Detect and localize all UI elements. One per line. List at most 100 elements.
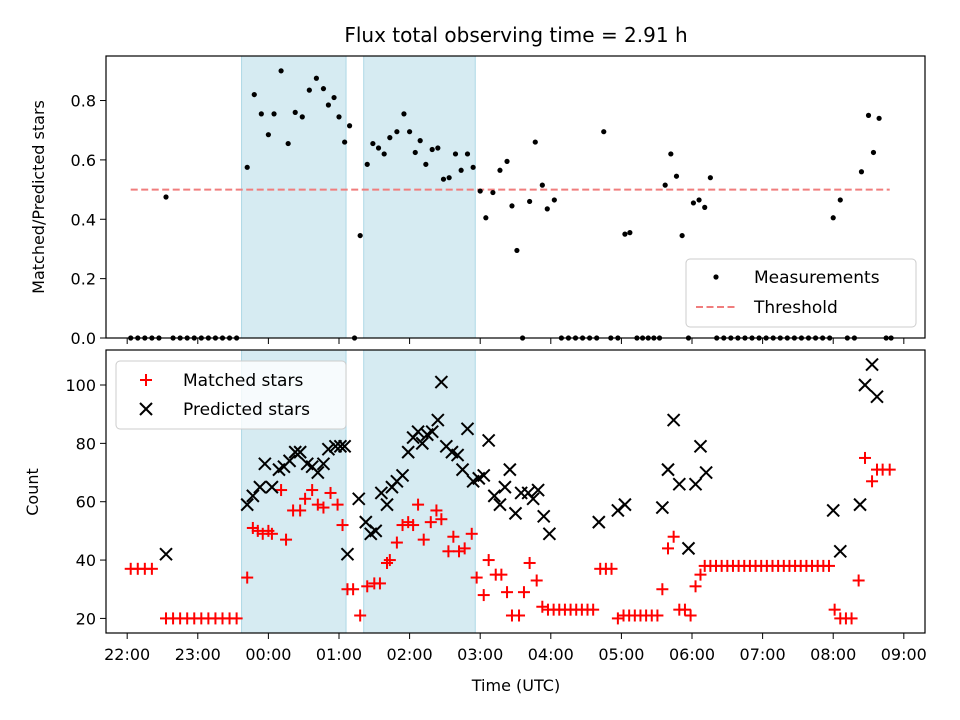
matched-star-point: [465, 527, 478, 540]
predicted-star-point: [340, 547, 355, 561]
measurement-point: [381, 151, 387, 157]
matched-star-point: [605, 562, 618, 575]
predicted-star-point: [542, 527, 557, 541]
matched-star-point: [447, 530, 460, 543]
predicted-star-point: [661, 462, 675, 477]
matched-stars-legend-label: Matched stars: [183, 371, 303, 391]
bottom-x-tick-label: 07:00: [740, 645, 786, 664]
threshold-legend-label: Threshold: [753, 298, 838, 318]
measurement-point: [509, 203, 515, 209]
measurement-point: [858, 169, 865, 175]
matched-star-point: [265, 527, 278, 540]
predicted-star-point: [853, 497, 867, 512]
bottom-x-tick-label: 23:00: [175, 645, 221, 664]
bottom-y-tick-label: 60: [76, 493, 96, 512]
matched-star-point: [396, 519, 409, 532]
measurement-point: [394, 129, 400, 135]
bottom-y-tick-label: 100: [65, 376, 96, 395]
predicted-star-point: [508, 506, 523, 521]
predicted-star-point: [333, 439, 348, 453]
predicted-star-point: [282, 454, 297, 468]
top-panel-y-axis: 0.0 0.2 0.4 0.6 0.8: [71, 92, 106, 348]
predicted-star-point: [526, 492, 540, 506]
measurement-point: [668, 151, 674, 157]
matched-star-point: [324, 486, 337, 499]
measurement-point: [527, 198, 533, 205]
measurement-point: [532, 139, 538, 145]
measurements-legend-marker: [713, 274, 719, 280]
matched-star-point: [523, 556, 536, 569]
predicted-star-point: [288, 445, 302, 459]
matched-star-point: [361, 580, 374, 593]
matched-star-point: [390, 536, 403, 549]
matched-star-point: [482, 554, 495, 567]
matched-star-point: [662, 542, 675, 555]
measurement-point: [429, 146, 435, 153]
matched-star-point: [667, 530, 680, 543]
matched-star-point: [430, 504, 443, 517]
top-panel-x-ticks: [126, 338, 905, 344]
matched-star-point: [858, 451, 871, 464]
predicted-star-point: [240, 497, 254, 512]
measurement-point: [370, 140, 376, 147]
predicted-star-point: [159, 547, 173, 561]
matched-star-point: [866, 475, 879, 488]
bottom-x-tick-label: 00:00: [245, 645, 291, 664]
matched-star-point: [381, 556, 394, 569]
matched-star-point: [373, 577, 386, 590]
predicted-star-point: [865, 357, 879, 372]
measurement-point: [440, 176, 447, 182]
measurement-point: [423, 161, 429, 167]
predicted-star-point: [311, 465, 325, 480]
predicted-star-point: [246, 489, 260, 503]
predicted-star-point: [870, 389, 884, 404]
bottom-x-tick-label: 04:00: [528, 645, 574, 664]
predicted-star-point: [498, 480, 512, 494]
measurement-point: [452, 151, 459, 157]
predicted-star-point: [833, 544, 847, 559]
measurement-point: [278, 68, 284, 74]
top-shaded-interval-1: [363, 55, 476, 339]
matched-star-point: [280, 533, 293, 546]
matched-star-point: [651, 609, 664, 622]
matched-star-point: [530, 574, 543, 587]
predicted-star-point: [699, 465, 713, 480]
predicted-star-point: [368, 524, 383, 538]
matched-star-point: [495, 568, 508, 581]
measurement-point: [342, 139, 348, 145]
measurement-point: [258, 111, 264, 117]
predicted-stars-layer: [159, 357, 884, 561]
matched-star-point: [587, 603, 600, 616]
predicted-star-point: [455, 462, 470, 477]
predicted-star-point: [380, 497, 394, 512]
measurement-point: [464, 151, 471, 157]
measurement-point: [244, 164, 250, 170]
predicted-star-point: [316, 457, 331, 471]
measurement-point: [702, 204, 708, 210]
predicted-star-point: [374, 486, 389, 500]
measurement-point: [357, 232, 363, 239]
measurement-point: [251, 91, 257, 98]
matched-star-point: [306, 484, 319, 497]
matched-star-point: [883, 463, 896, 476]
measurement-point: [662, 182, 668, 188]
matched-star-point: [513, 609, 526, 622]
matched-star-point: [611, 612, 624, 625]
predicted-star-point: [681, 541, 696, 556]
measurement-point: [306, 87, 312, 93]
predicted-star-point: [265, 480, 279, 494]
matched-star-point: [331, 498, 344, 511]
bottom-y-tick-label: 20: [76, 609, 96, 628]
matched-star-point: [311, 498, 324, 511]
measurement-point: [292, 109, 298, 115]
measurement-point: [679, 232, 685, 239]
measurement-point: [707, 175, 713, 181]
matched-star-point: [424, 516, 437, 529]
predicted-star-point: [493, 497, 507, 512]
measurement-point: [313, 75, 319, 81]
top-y-tick-label: 0.8: [71, 92, 96, 111]
predicted-star-point: [618, 497, 632, 512]
predicted-star-point: [531, 483, 545, 497]
measurement-point: [435, 145, 441, 151]
matched-star-point: [678, 603, 691, 616]
